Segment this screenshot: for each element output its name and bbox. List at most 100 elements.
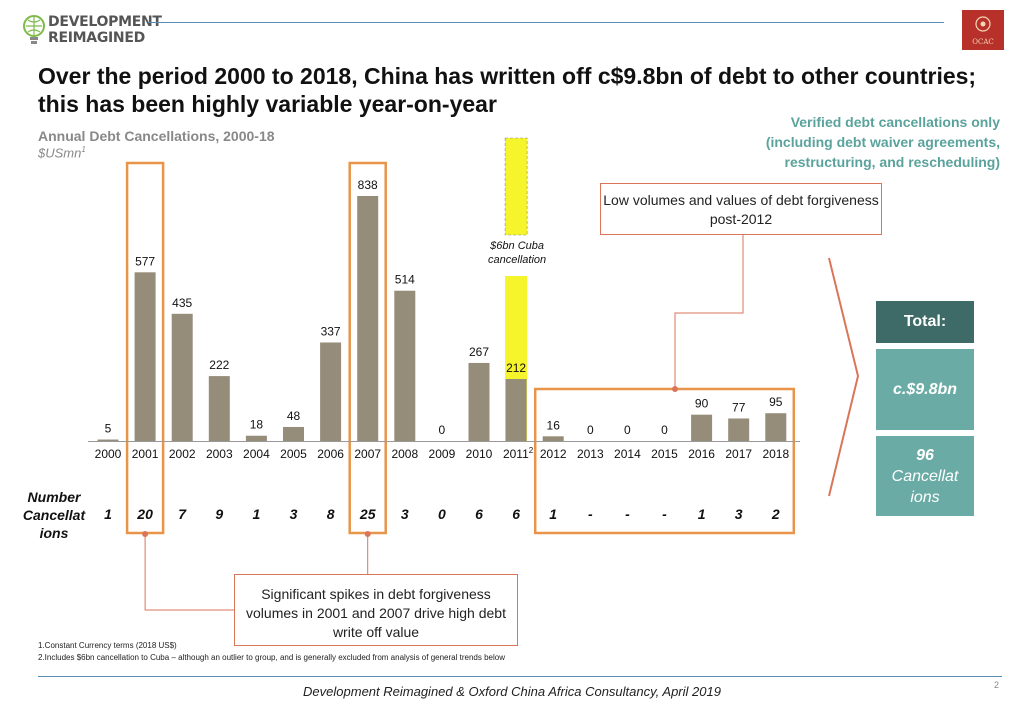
bar-2007 xyxy=(357,196,379,441)
bar-2000 xyxy=(97,439,119,441)
tick-label-2001: 2001 xyxy=(132,447,159,461)
value-label-2004: 18 xyxy=(250,418,264,432)
footnote-2: 2.Includes $6bn cancellation to Cuba – a… xyxy=(38,653,505,662)
count-2016: 1 xyxy=(698,506,706,522)
tick-label-2017: 2017 xyxy=(725,447,752,461)
tick-label-2008: 2008 xyxy=(391,447,418,461)
bar-2017 xyxy=(728,418,750,441)
unit-text: $USmn xyxy=(38,145,82,161)
value-label-2017: 77 xyxy=(732,400,746,414)
logo xyxy=(22,14,142,50)
bar-2003 xyxy=(208,376,230,441)
tick-label-2013: 2013 xyxy=(577,447,604,461)
tick-label-2002: 2002 xyxy=(169,447,196,461)
total-header: Total: xyxy=(876,301,974,343)
bar-2001 xyxy=(134,272,156,441)
count-2000: 1 xyxy=(104,506,112,522)
tick-label-2007: 2007 xyxy=(354,447,381,461)
chart-subtitle: Annual Debt Cancellations, 2000-18 xyxy=(38,128,275,144)
unit-footnote-ref: 1 xyxy=(81,145,86,154)
value-label-2012: 16 xyxy=(547,418,561,432)
count-row-label: Number Cancellat ions xyxy=(22,489,86,541)
bar-2010 xyxy=(468,362,490,441)
count-2015: - xyxy=(662,506,667,522)
count-2008: 3 xyxy=(401,506,409,522)
total-count-label: Cancellat ions xyxy=(891,468,959,506)
tick-label-2006: 2006 xyxy=(317,447,344,461)
value-label-2013: 0 xyxy=(587,423,594,437)
value-label-2006: 337 xyxy=(321,324,341,338)
totals-bracket xyxy=(828,257,860,497)
callout-spikes: Significant spikes in debt forgiveness v… xyxy=(234,574,518,646)
value-label-2002: 435 xyxy=(172,296,192,310)
highlight-box-post-2012 xyxy=(533,387,796,535)
logo-text: DEVELOPMENT REIMAGINED xyxy=(48,14,162,46)
value-label-2016: 90 xyxy=(695,397,709,411)
verified-note: Verified debt cancellations only (includ… xyxy=(765,114,1000,170)
bar-2005 xyxy=(283,426,304,441)
tick-label-2012: 2012 xyxy=(540,447,567,461)
tick-label-2016: 2016 xyxy=(688,447,715,461)
bar-2006 xyxy=(320,342,342,441)
tick-label-2005: 2005 xyxy=(280,447,307,461)
count-2018: 2 xyxy=(771,506,780,522)
chart-unit: $USmn1 xyxy=(38,145,86,160)
footnote-1: 1.Constant Currency terms (2018 US$) xyxy=(38,641,177,650)
tick-label-2010: 2010 xyxy=(466,447,493,461)
bar-2002 xyxy=(171,313,193,441)
tick-label-2009: 2009 xyxy=(429,447,456,461)
cuba-bar-upper xyxy=(504,137,528,236)
value-label-2014: 0 xyxy=(624,423,631,437)
ocac-label: OCAC xyxy=(972,38,994,46)
value-label-2009: 0 xyxy=(439,423,446,437)
value-label-2015: 0 xyxy=(661,423,668,437)
tick-label-2018: 2018 xyxy=(762,447,789,461)
top-divider xyxy=(148,22,944,23)
bar-2011 xyxy=(505,379,527,441)
count-2013: - xyxy=(588,506,593,522)
count-2014: - xyxy=(625,506,630,522)
logo-line-1: DEVELOPMENT xyxy=(48,14,162,30)
tick-label-2015: 2015 xyxy=(651,447,678,461)
connector-2001 xyxy=(144,534,234,611)
count-2012: 1 xyxy=(549,506,557,522)
total-value: c.$9.8bn xyxy=(876,349,974,430)
count-2009: 0 xyxy=(438,506,446,522)
bar-2004 xyxy=(245,435,267,441)
count-2004: 1 xyxy=(253,506,261,522)
page-number: 2 xyxy=(994,680,1000,690)
total-count: 96 Cancellat ions xyxy=(876,436,974,516)
tick-label-2011: 20112 xyxy=(503,446,534,461)
lightbulb-globe-icon xyxy=(23,15,45,44)
page-title: Over the period 2000 to 2018, China has … xyxy=(38,63,977,117)
connector-post-2012 xyxy=(674,235,744,389)
callout-post-2012: Low volumes and values of debt forgivene… xyxy=(600,183,882,235)
tick-label-2014: 2014 xyxy=(614,447,641,461)
value-label-2008: 514 xyxy=(395,273,415,287)
chart-bars xyxy=(88,196,800,442)
cuba-label-line: $6bn Cuba xyxy=(489,240,544,252)
count-2002: 7 xyxy=(178,506,187,522)
ocac-emblem-icon xyxy=(975,16,991,32)
bottom-divider xyxy=(38,676,1002,677)
bar-2008 xyxy=(394,290,416,441)
cuba-label-line: cancellation xyxy=(488,254,546,266)
tick-label-2004: 2004 xyxy=(243,447,270,461)
value-label-2005: 48 xyxy=(287,409,301,423)
count-2005: 3 xyxy=(290,506,298,522)
bar-2018 xyxy=(765,413,787,441)
value-label-2018: 95 xyxy=(769,395,783,409)
count-2010: 6 xyxy=(475,506,483,522)
tick-sup-2011: 2 xyxy=(529,446,534,455)
value-label-2010: 267 xyxy=(469,345,489,359)
count-2011: 6 xyxy=(512,506,520,522)
bar-2012 xyxy=(542,436,564,441)
ocac-logo: OCAC xyxy=(962,10,1004,50)
value-label-2000: 5 xyxy=(105,422,112,436)
logo-line-2: REIMAGINED xyxy=(48,30,145,46)
count-2006: 8 xyxy=(327,506,335,522)
value-label-2007: 838 xyxy=(358,178,378,192)
total-count-number: 96 xyxy=(916,447,934,464)
count-2003: 9 xyxy=(215,506,223,522)
footnotes: 1.Constant Currency terms (2018 US$) 2.I… xyxy=(38,640,505,664)
